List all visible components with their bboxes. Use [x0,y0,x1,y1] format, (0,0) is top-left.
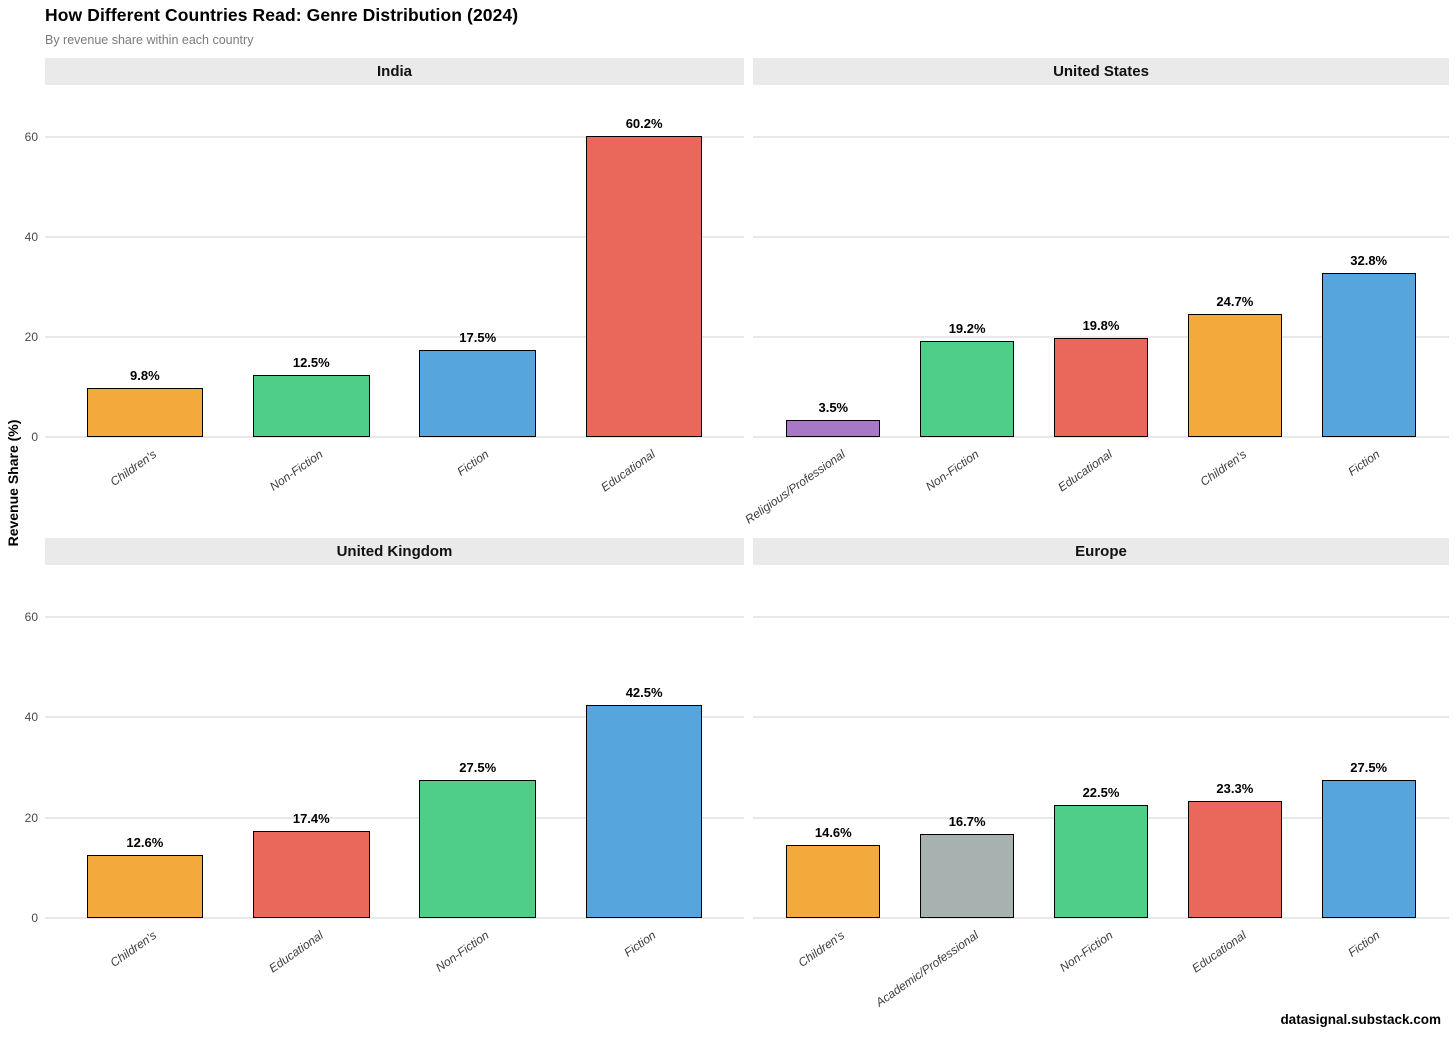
x-tick-label: Religious/Professional [742,447,848,527]
bar-value-label: 42.5% [625,684,663,700]
bar-fiction [1321,273,1416,437]
bar-non-fiction [253,374,370,437]
gridline-y-40 [45,236,744,238]
bar-educational [585,136,703,437]
gridline-y-0 [753,917,1449,919]
bar-value-label: 23.3% [1216,781,1254,797]
bar-value-label: 14.6% [814,824,852,840]
bar-educational [253,830,370,918]
bar-value-label: 19.8% [1082,318,1120,333]
gridline-y-40 [753,236,1449,238]
bar-children-s [86,854,204,918]
gridline-y-40 [753,716,1449,719]
bar-fiction [1321,780,1416,918]
bar-value-label: 12.5% [292,354,330,370]
x-tick-label: Non-Fiction [267,447,326,494]
x-tick-label: Children's [795,928,848,970]
bar-value-label: 17.5% [459,329,497,345]
bar-value-label: 19.2% [948,321,986,336]
gridline-y-60 [753,136,1449,138]
y-tick-label-20: 20 [24,810,38,825]
facet-title-united-states: United States [1053,63,1149,80]
facet-strip-india: India [45,58,744,85]
bar-non-fiction [920,341,1014,437]
facet-plot-europe: 14.6% Children's 16.7% Academic/Professiona… [753,565,1449,1009]
x-tick-label: Educational [1189,928,1249,976]
chart-title: How Different Countries Read: Genre Dist… [45,5,519,25]
y-tick-label-60: 60 [24,130,38,144]
source-attribution: datasignal.substack.com [1280,1012,1441,1027]
facet-strip-united-states: United States [753,58,1449,85]
x-tick-label: Academic/Professional [873,928,982,1010]
facet-plot-united-kingdom: 0 20 40 60 12.6% Children's 17.4% Educational 27… [25,565,744,975]
x-tick-label: Fiction [1345,447,1383,479]
bar-value-label: 9.8% [130,368,160,383]
x-tick-label: Children's [1197,447,1249,489]
gridline-y-0 [45,436,744,438]
gridline-y-20 [753,336,1449,338]
bar-value-label: 32.8% [1350,253,1388,268]
bar-fiction [419,349,536,437]
facet-title-india: India [376,63,412,80]
y-tick-label-40: 40 [24,710,38,725]
facet-panel-europe: Europe 14.6% Children's 16.7% Academic/Prof… [753,538,1449,1009]
bar-children-s [86,388,204,437]
facet-strip-united-kingdom: United Kingdom [45,538,744,565]
y-axis-title: Revenue Share (%) [5,419,21,547]
facet-strip-europe: Europe [753,538,1449,565]
bar-value-label: 17.4% [292,810,330,826]
x-tick-label: Children's [107,447,159,489]
bar-value-label: 16.7% [948,814,986,830]
bar-educational [1054,338,1148,437]
bar-educational [1188,801,1282,918]
bar-value-label: 24.7% [1216,293,1254,309]
facet-plot-india: 0 20 40 60 9.8% Children's 12.5% Non-Fiction 17.… [25,85,744,494]
bar-children-s [1188,313,1282,437]
chart-subtitle: By revenue share within each country [45,33,254,47]
x-tick-label: Educational [598,447,659,495]
facet-title-europe: Europe [1075,543,1127,560]
facet-panel-united-states: United States 3.5% Religious/Professional… [742,58,1449,527]
x-tick-label: Fiction [621,928,659,960]
bar-academic-professional [920,834,1014,918]
gridline-y-20 [45,336,744,338]
bar-non-fiction [419,780,536,918]
bar-value-label: 27.5% [1350,760,1388,776]
y-tick-label-0: 0 [31,911,38,925]
gridline-y-0 [45,917,744,919]
x-tick-label: Non-Fiction [1056,928,1116,975]
x-tick-label: Non-Fiction [433,928,492,975]
gridline-y-20 [45,816,744,819]
gridline-y-0 [753,436,1449,438]
y-tick-label-0: 0 [31,430,38,444]
gridline-y-60 [753,616,1449,619]
y-tick-label-60: 60 [24,610,38,625]
bar-value-label: 22.5% [1082,785,1120,801]
facet-title-united-kingdom: United Kingdom [336,543,453,560]
gridline-y-60 [45,616,744,619]
bar-children-s [786,844,881,918]
facet-plot-united-states: 3.5% Religious/Professional 19.2% Non-Ficti… [742,85,1449,527]
gridline-y-60 [45,136,744,138]
y-tick-label-40: 40 [24,230,38,244]
bar-value-label: 60.2% [625,116,663,131]
x-tick-label: Fiction [1345,928,1383,960]
bar-value-label: 12.6% [126,834,164,850]
facet-panel-united-kingdom: United Kingdom 0 20 40 60 12.6% Children's 17.… [25,538,744,975]
x-tick-label: Fiction [454,447,492,479]
gridline-y-40 [45,716,744,719]
y-tick-label-20: 20 [24,330,38,344]
x-tick-label: Children's [107,928,159,970]
x-tick-label: Educational [265,928,326,976]
x-tick-label: Non-Fiction [922,447,982,494]
bar-non-fiction [1054,805,1148,918]
bar-fiction [585,704,703,918]
bar-value-label: 3.5% [818,399,849,415]
x-tick-label: Educational [1055,447,1116,495]
bar-religious-professional [786,419,881,437]
bar-value-label: 27.5% [459,760,497,776]
facet-panel-india: India 0 20 40 60 9.8% Children's 12.5% Non-Fict… [25,58,744,494]
